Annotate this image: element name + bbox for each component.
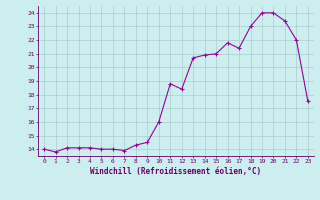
X-axis label: Windchill (Refroidissement éolien,°C): Windchill (Refroidissement éolien,°C) [91, 167, 261, 176]
